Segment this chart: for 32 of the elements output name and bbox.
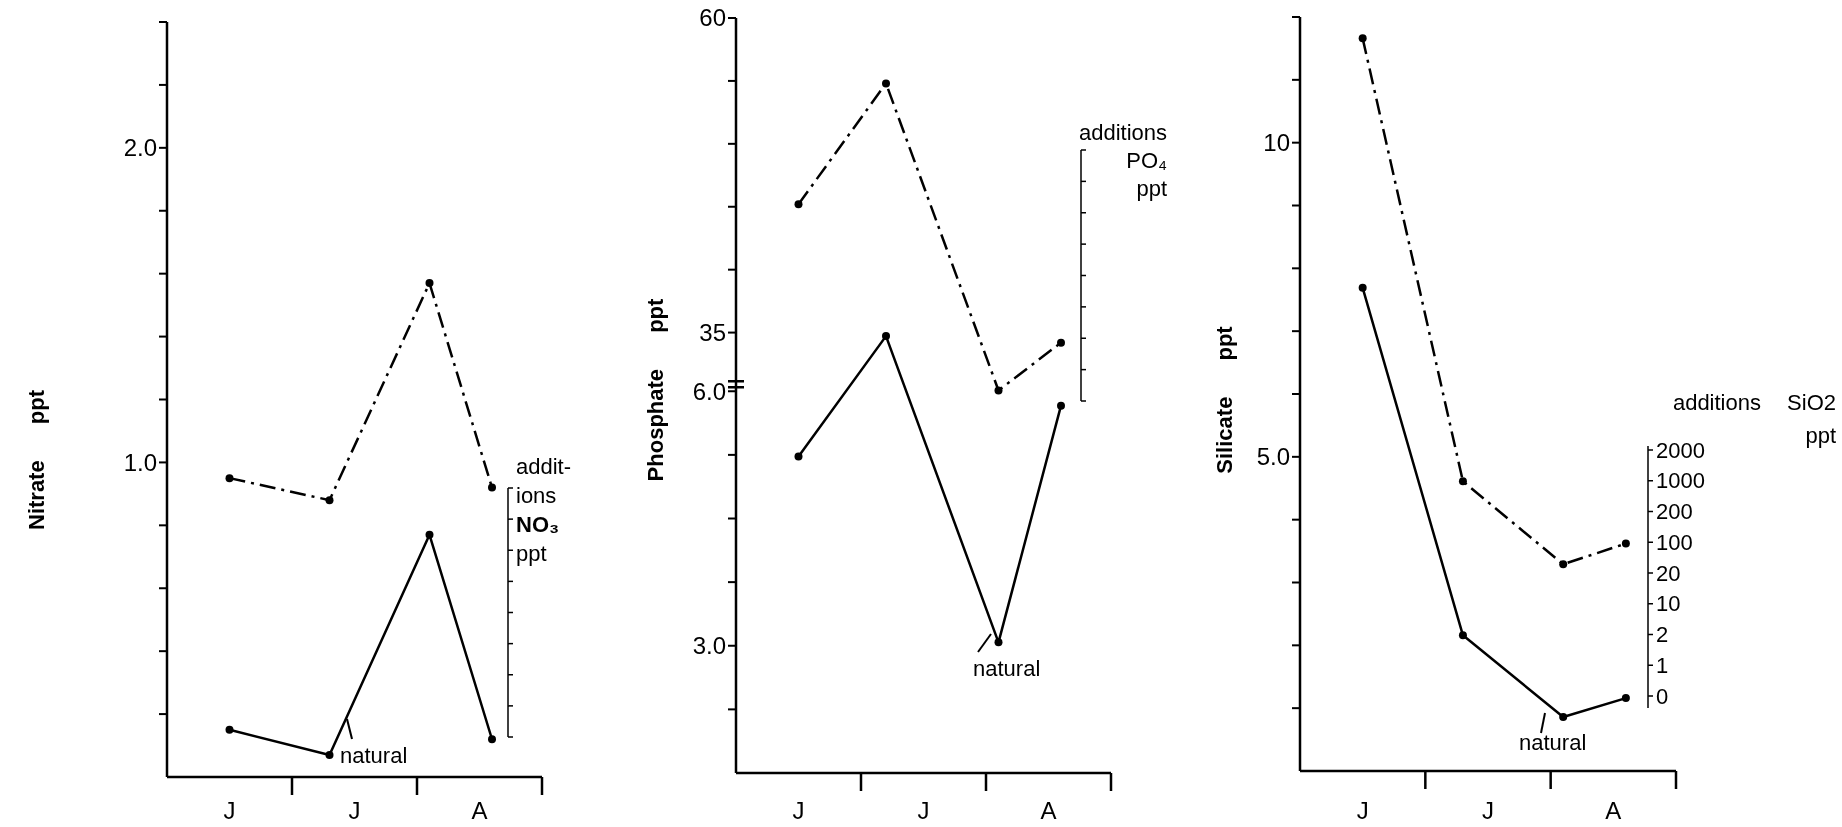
x-tick-label: J: [1482, 797, 1494, 824]
annotation: 1: [1656, 652, 1669, 678]
annotation: 100: [1656, 529, 1693, 555]
annotation: 200: [1656, 499, 1693, 525]
y-tick-label: 3.0: [692, 632, 726, 660]
annotation: 20: [1656, 560, 1681, 586]
annotation: 10: [1656, 591, 1681, 617]
x-tick-label: J: [1356, 797, 1369, 824]
x-tick-label: A: [1605, 797, 1622, 824]
annotation: natural: [340, 743, 408, 768]
y-axis-title: Silicate ppt: [1211, 325, 1237, 474]
annotation: natural: [1519, 730, 1587, 755]
y2-tick-label: 35: [699, 318, 726, 346]
y-axis-title: Nitrate ppt: [23, 389, 49, 530]
x-tick-label: J: [792, 797, 805, 824]
annotation: 0: [1656, 683, 1669, 709]
y2-axis-title: additions PO₄ ppt: [1078, 120, 1167, 201]
y-tick-label: 5.0: [1256, 443, 1290, 471]
annotation: 2: [1656, 622, 1669, 648]
y-axis-title: Phosphate ppt: [642, 297, 668, 482]
x-tick-label: A: [471, 797, 488, 824]
x-tick-label: J: [917, 797, 930, 824]
y2-axis-title: addit- ions NO₃ ppt: [516, 454, 572, 566]
x-tick-label: J: [348, 797, 361, 824]
y-tick-label: 6.0: [692, 377, 726, 405]
y2-tick-label: 60: [699, 4, 726, 32]
x-tick-label: A: [1040, 797, 1057, 824]
x-tick-label: J: [223, 797, 236, 824]
annotation: 1000: [1656, 468, 1705, 494]
y-tick-label: 2.0: [123, 134, 157, 162]
annotation: natural: [973, 656, 1041, 681]
y-tick-label: 1.0: [123, 448, 157, 476]
